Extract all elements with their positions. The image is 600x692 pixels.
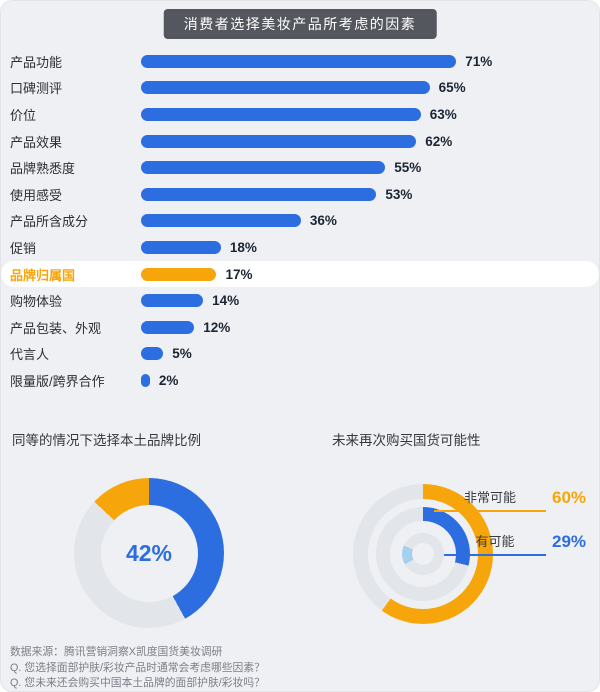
bar-category-label: 产品所含成分 (10, 214, 89, 230)
bar-value-label: 71% (465, 53, 493, 69)
bar (141, 214, 301, 228)
ring-inner (402, 533, 444, 575)
page-title: 消费者选择美妆产品所考虑的因素 (163, 9, 437, 39)
bar-category-label: 产品效果 (10, 134, 63, 150)
bar-value-label: 12% (203, 319, 231, 335)
bar (141, 294, 204, 308)
bar-value-label: 53% (385, 186, 413, 202)
bar (141, 373, 150, 387)
bar-row: 产品包装、外观 12% (1, 314, 599, 341)
bar-value-label: 18% (229, 239, 257, 255)
ring-gap (412, 543, 434, 565)
bar-category-label: 品牌归属国 (10, 267, 76, 283)
bar (141, 240, 221, 254)
bar-value-label: 62% (425, 133, 453, 149)
bar-value-label: 2% (158, 372, 179, 388)
legend-label-very-likely: 非常可能 (434, 487, 546, 512)
bar-row: 价位 63% (1, 101, 599, 128)
ring-gap (390, 521, 456, 587)
bar-category-label: 代言人 (10, 347, 50, 363)
donut-center-value: 42% (125, 539, 173, 566)
bar-category-label: 产品功能 (10, 54, 63, 70)
bar-row: 品牌熟悉度 55% (1, 154, 599, 181)
legend-label-possible: 有可能 (444, 531, 546, 556)
donut-hole: 42% (100, 504, 198, 602)
bar-category-label: 限量版/跨界合作 (10, 373, 105, 389)
bar-value-label: 14% (212, 293, 240, 309)
bar-row: 代言人 5% (1, 341, 599, 368)
local-brand-donut-ring: 42% (74, 478, 224, 628)
bar-row: 促销 18% (1, 234, 599, 261)
bar-category-label: 购物体验 (10, 294, 63, 310)
bar-value-label: 65% (438, 80, 466, 96)
bar-row: 产品所含成分 36% (1, 208, 599, 235)
bar-row: 购物体验 14% (1, 287, 599, 314)
bar (141, 267, 217, 281)
bar-row: 产品功能 71% (1, 48, 599, 75)
bar-category-label: 口碑测评 (10, 81, 63, 97)
bar-row: 使用感受 53% (1, 181, 599, 208)
data-source-note: 数据来源：腾讯营销洞察X凯度国货美妆调研 (10, 646, 223, 658)
legend-value-very-likely: 60% (552, 488, 587, 507)
bar (141, 107, 421, 121)
bar (141, 347, 164, 361)
survey-question-2: Q. 您未来还会购买中国本土品牌的面部护肤/彩妆吗？ (10, 677, 265, 689)
repurchase-chart-title: 未来再次购买国货可能性 (332, 433, 481, 448)
footer-notes: 数据来源：腾讯营销洞察X凯度国货美妆调研 Q. 您选择面部护肤/彩妆产品时通常会… (10, 645, 265, 691)
bar-value-label: 5% (172, 346, 192, 362)
bar-chart: 产品功能 71% 口碑测评 65% 价位 63% 产品效果 62% 品牌熟悉度 … (1, 48, 599, 394)
bar (141, 54, 457, 68)
bar-row-highlighted: 品牌归属国 17% (1, 260, 599, 288)
bar (141, 320, 195, 334)
bar (141, 187, 377, 201)
bar-category-label: 使用感受 (10, 187, 63, 203)
bar-value-label: 63% (429, 106, 457, 122)
bar-category-label: 促销 (10, 240, 37, 256)
survey-question-1: Q. 您选择面部护肤/彩妆产品时通常会考虑哪些因素？ (10, 661, 265, 674)
bar-value-label: 55% (394, 160, 422, 176)
bar-value-label: 36% (309, 213, 337, 229)
bar (141, 161, 386, 175)
bar (141, 134, 417, 148)
bar-category-label: 产品包装、外观 (10, 320, 102, 336)
bar-row: 产品效果 62% (1, 128, 599, 155)
bar-row: 口碑测评 65% (1, 75, 599, 102)
bar-category-label: 价位 (10, 107, 37, 123)
legend-value-possible: 29% (552, 532, 587, 551)
bar-value-label: 17% (225, 266, 253, 282)
bar-category-label: 品牌熟悉度 (10, 161, 76, 177)
bar (141, 81, 430, 95)
bar-row: 限量版/跨界合作 2% (1, 367, 599, 394)
local-brand-donut-title: 同等的情况下选择本土品牌比例 (12, 433, 201, 448)
